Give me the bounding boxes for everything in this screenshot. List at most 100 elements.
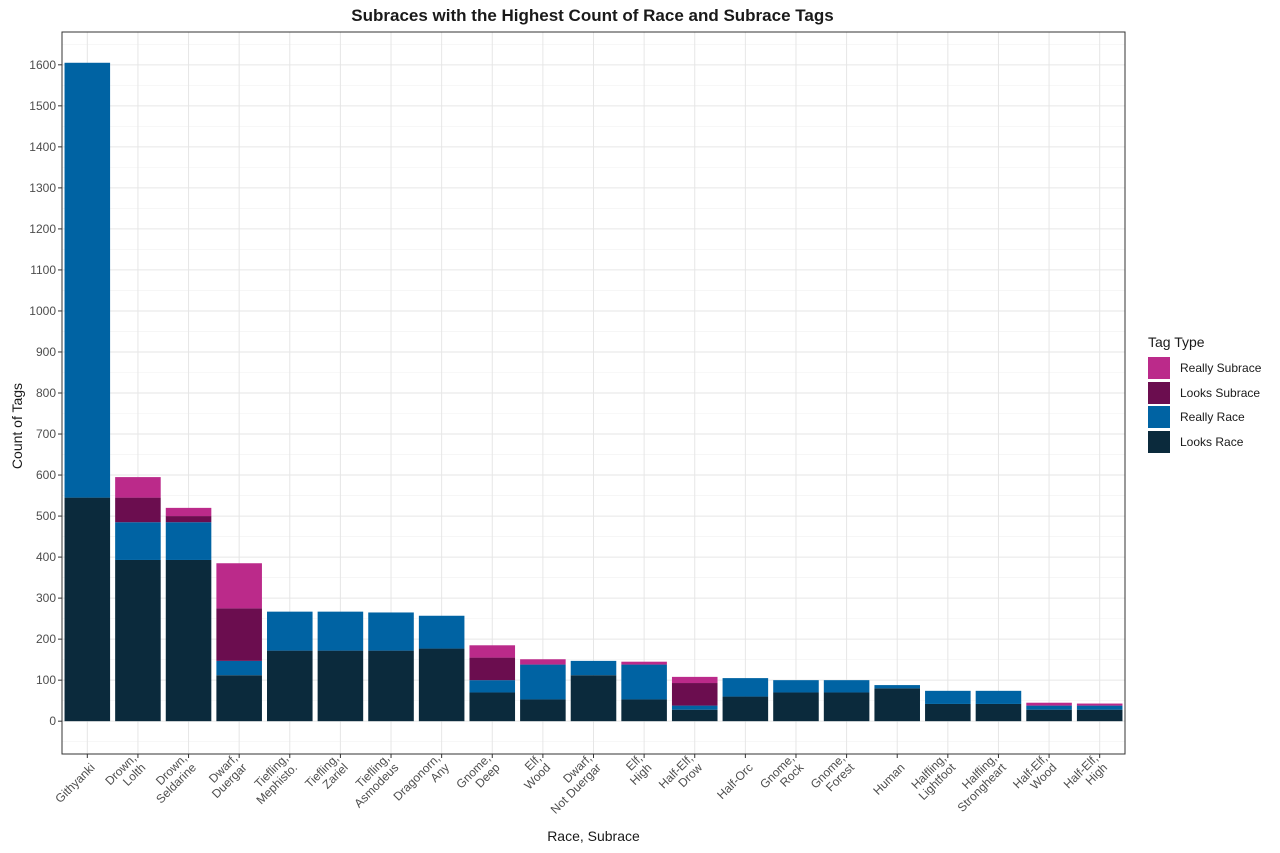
legend-label-looks-race: Looks Race: [1180, 434, 1244, 449]
bar-really-race: [671, 705, 718, 710]
x-tick-label: Drown,Seldarine: [144, 751, 199, 806]
bar-really-race: [520, 664, 566, 700]
bar-really-race: [267, 611, 313, 651]
y-tick-label: 0: [49, 714, 56, 728]
bar-really-race: [317, 611, 364, 651]
bar-really-race: [975, 690, 1022, 704]
y-tick-label: 1000: [29, 304, 56, 318]
legend-item-looks-subrace: Looks Subrace: [1148, 381, 1261, 406]
bar-really-race: [115, 522, 161, 560]
bar-really-race: [823, 680, 870, 693]
y-tick-label: 400: [36, 550, 56, 564]
bar-looks-race: [216, 675, 262, 722]
bar-looks-subrace: [469, 657, 516, 681]
x-tick-label: Dwarf,Duergar: [200, 751, 250, 801]
y-tick-label: 700: [36, 427, 56, 441]
y-tick-label: 1500: [29, 99, 56, 113]
bar-really-race: [165, 522, 212, 560]
bar-looks-race: [722, 696, 769, 722]
bar-really-subrace: [115, 477, 161, 498]
bar-looks-race: [317, 650, 364, 722]
x-tick-label: Gnome,Rock: [757, 751, 807, 801]
bar-looks-race: [570, 675, 617, 722]
bar-really-race: [64, 62, 111, 498]
x-tick-label: Half-Elf,Drow: [656, 751, 706, 801]
legend-swatch-really-race: [1148, 406, 1170, 429]
y-tick-label: 1300: [29, 181, 56, 195]
legend-label-really-race: Really Race: [1180, 410, 1245, 425]
bar-really-subrace: [1076, 703, 1123, 706]
bar-looks-subrace: [115, 497, 161, 523]
bar-looks-race: [520, 699, 566, 722]
chart-title: Subraces with the Highest Count of Race …: [351, 6, 834, 25]
x-axis-label: Race, Subrace: [547, 828, 640, 844]
legend-title: Tag Type: [1148, 334, 1205, 350]
x-tick-label-line: Githyanki: [52, 760, 97, 805]
x-tick-label: Gnome,Forest: [808, 751, 858, 801]
bar-really-race: [874, 685, 920, 689]
bar-looks-race: [671, 709, 718, 722]
bar-really-race: [722, 678, 769, 697]
x-tick-label: Half-Elf,High: [1061, 751, 1110, 800]
bar-really-race: [418, 615, 465, 649]
bar-looks-subrace: [165, 516, 212, 523]
y-tick-label: 200: [36, 632, 56, 646]
legend-label-really-subrace: Really Subrace: [1180, 361, 1262, 376]
x-tick-label: Half-Orc: [714, 760, 755, 801]
bar-looks-race: [621, 699, 667, 722]
bar-looks-race: [418, 648, 465, 722]
y-tick-label: 600: [36, 468, 56, 482]
y-tick-label: 1200: [29, 222, 56, 236]
bar-really-race: [1076, 705, 1123, 710]
x-tick-label-line: Half-Orc: [714, 760, 755, 801]
x-tick-label: Human: [870, 760, 907, 797]
bar-really-subrace: [1026, 702, 1072, 706]
bar-looks-race: [469, 692, 516, 722]
bar-really-race: [469, 680, 516, 693]
bar-really-subrace: [469, 645, 516, 658]
x-tick-label: Gnome,Deep: [453, 751, 503, 801]
bar-looks-race: [64, 497, 111, 722]
bar-really-race: [216, 660, 262, 676]
y-tick-label: 1600: [29, 58, 56, 72]
x-tick-label: Halfling,Lightfoot: [907, 751, 959, 803]
legend-item-looks-race: Looks Race: [1148, 430, 1261, 455]
bar-really-race: [621, 664, 667, 700]
bar-really-race: [1026, 705, 1072, 710]
bar-really-race: [368, 612, 414, 651]
y-tick-label: 500: [36, 509, 56, 523]
bar-really-subrace: [671, 676, 718, 684]
x-tick-label-line: Human: [870, 760, 907, 797]
bar-looks-race: [1026, 709, 1072, 722]
legend-label-looks-subrace: Looks Subrace: [1180, 385, 1261, 400]
bar-really-race: [570, 660, 617, 676]
bar-looks-race: [925, 703, 971, 722]
bar-looks-race: [874, 688, 920, 722]
bar-really-race: [925, 690, 971, 704]
bar-looks-race: [165, 559, 212, 722]
chart-plot: 0 100 200 300 400 500 600 700 800 900 1000 1100 1200…: [29, 31, 1126, 817]
y-tick-label: 300: [36, 591, 56, 605]
bar-looks-race: [1076, 709, 1123, 722]
bar-looks-race: [368, 650, 414, 722]
bar-really-race: [773, 680, 819, 693]
x-tick-label: Drown,Lolth: [102, 751, 148, 797]
legend-swatch-looks-race: [1148, 430, 1170, 453]
x-tick-label: Elf,High: [618, 751, 655, 788]
bar-looks-subrace: [216, 608, 262, 661]
y-tick-label: 900: [36, 345, 56, 359]
bar-looks-race: [975, 703, 1022, 722]
bar-really-subrace: [165, 507, 212, 517]
x-tick-label: Halfling,Strongheart: [945, 751, 1009, 815]
legend-item-really-subrace: Really Subrace: [1148, 356, 1261, 381]
legend-item-really-race: Really Race: [1148, 405, 1261, 430]
y-tick-label: 1400: [29, 140, 56, 154]
x-tick-label: Tiefling,Mephisto.: [244, 751, 300, 807]
bar-really-subrace: [216, 563, 262, 609]
x-tick-label: Githyanki: [52, 760, 97, 805]
bar-looks-race: [115, 559, 161, 722]
legend-swatch-looks-subrace: [1148, 381, 1170, 404]
x-tick-label: Dwarf,Not Duergar: [539, 751, 604, 816]
bar-really-subrace: [520, 659, 566, 665]
legend: Tag Type Really Subrace Looks Subrace Re…: [1148, 334, 1261, 454]
